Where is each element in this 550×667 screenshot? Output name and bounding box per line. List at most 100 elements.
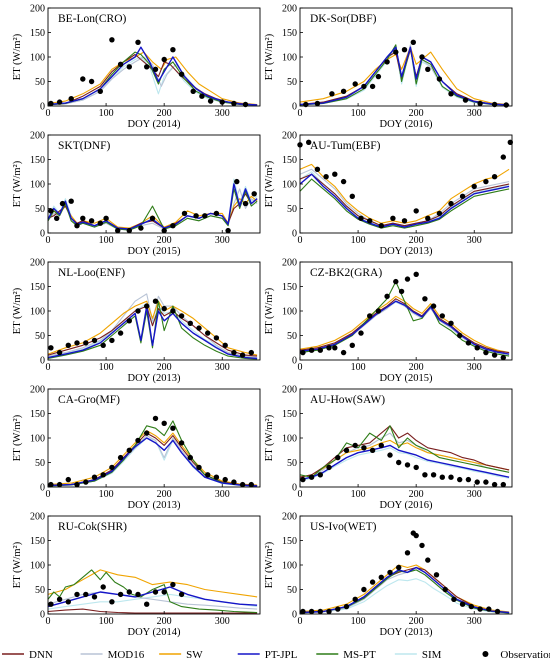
x-tick-label: 200 xyxy=(409,616,424,627)
x-tick-label: 300 xyxy=(467,235,482,246)
legend-label: DNN xyxy=(29,649,53,661)
observation-point xyxy=(335,606,341,612)
observation-point xyxy=(213,335,220,341)
subplot-10: 0 100 200 300 0 50 100 150 200 US-Ivo(WET) DOY (20… xyxy=(264,512,513,638)
observation-point xyxy=(465,476,472,483)
observation-point xyxy=(378,574,384,580)
y-tick-label: 100 xyxy=(282,434,297,445)
observation-point xyxy=(430,303,437,309)
x-tick-label: 300 xyxy=(467,616,482,627)
legend-marker-observations xyxy=(482,651,489,657)
y-tick-label: 150 xyxy=(282,28,297,39)
y-tick-label: 200 xyxy=(282,512,297,523)
y-tick-label: 150 xyxy=(282,409,297,420)
observation-point xyxy=(439,313,445,319)
observation-point xyxy=(491,481,498,488)
observation-point xyxy=(352,81,358,87)
observation-point xyxy=(234,178,240,185)
series-line-sw xyxy=(299,295,510,354)
observation-point xyxy=(152,415,159,422)
observation-point xyxy=(361,83,367,90)
subplot-title: NL-Loo(ENF) xyxy=(58,267,125,279)
y-tick-label: 150 xyxy=(30,282,45,293)
series-line-mod16 xyxy=(47,293,258,359)
observation-point xyxy=(448,320,454,326)
y-tick-label: 150 xyxy=(30,28,45,39)
series-line-dnn xyxy=(299,173,510,227)
observation-point xyxy=(474,345,480,351)
series-line-dnn xyxy=(299,49,510,106)
observation-point xyxy=(135,308,141,314)
series-line-dnn xyxy=(299,298,510,354)
observation-point xyxy=(349,193,355,199)
observation-point xyxy=(369,83,376,90)
series-line-mod16 xyxy=(47,591,258,610)
x-tick-label: 300 xyxy=(467,108,482,119)
observation-point xyxy=(170,425,176,431)
observation-point xyxy=(196,325,202,331)
x-axis-label: DOY (2016) xyxy=(380,119,433,130)
y-axis-label: ET (W/m²) xyxy=(12,33,23,80)
observation-point xyxy=(419,54,425,60)
y-tick-label: 200 xyxy=(30,512,45,523)
y-tick-label: 50 xyxy=(287,77,297,88)
x-tick-label: 300 xyxy=(215,616,230,627)
observation-point xyxy=(248,349,254,356)
observation-point xyxy=(59,200,66,207)
observation-point xyxy=(483,178,489,185)
observation-point xyxy=(396,459,402,466)
observation-point xyxy=(308,347,315,353)
observation-point xyxy=(436,76,443,82)
observation-point xyxy=(91,474,98,480)
observation-point xyxy=(83,340,89,346)
observation-point xyxy=(109,599,115,605)
observation-point xyxy=(422,472,428,478)
x-tick-label: 0 xyxy=(46,235,51,246)
observation-point xyxy=(248,481,254,488)
observation-point xyxy=(332,345,338,351)
x-tick-label: 100 xyxy=(99,235,114,246)
observation-point xyxy=(384,293,390,299)
series-line-sim xyxy=(299,578,510,614)
observation-point xyxy=(361,586,367,593)
observation-point xyxy=(80,76,86,82)
observation-point xyxy=(393,278,399,285)
y-tick-label: 0 xyxy=(40,356,45,367)
observation-point xyxy=(500,481,506,488)
observation-point xyxy=(126,64,132,70)
observation-point xyxy=(56,596,63,602)
x-tick-label: 0 xyxy=(298,489,303,500)
observation-point xyxy=(88,218,95,224)
legend-label: SIM xyxy=(422,649,442,661)
observation-point xyxy=(48,100,54,107)
observation-point xyxy=(491,352,498,358)
series-line-pt-jpl xyxy=(299,46,510,106)
observation-point xyxy=(430,472,437,478)
subplot-title: SKT(DNF) xyxy=(58,140,111,152)
observation-point xyxy=(448,474,454,480)
observation-point xyxy=(48,345,54,351)
y-axis-label: ET (W/m²) xyxy=(12,414,23,461)
observation-point xyxy=(97,88,104,95)
observation-point xyxy=(202,213,208,219)
observation-point xyxy=(352,596,358,602)
y-tick-label: 50 xyxy=(287,458,297,469)
y-tick-label: 0 xyxy=(292,356,297,367)
y-tick-label: 0 xyxy=(40,229,45,240)
x-tick-label: 0 xyxy=(46,616,51,627)
observation-point xyxy=(65,476,72,483)
observation-point xyxy=(161,305,167,312)
observation-point xyxy=(74,340,80,346)
observation-point xyxy=(387,569,393,576)
subplot-4: 0 100 200 300 0 50 100 150 200 AU-Tum(EBF) DOY (20… xyxy=(264,131,513,257)
observation-point xyxy=(471,183,477,190)
observation-point xyxy=(474,479,480,485)
observation-point xyxy=(65,599,72,605)
observation-point xyxy=(91,337,98,344)
observation-point xyxy=(103,215,109,221)
series-line-pt-jpl xyxy=(299,300,510,355)
y-tick-label: 200 xyxy=(30,4,45,15)
x-tick-label: 100 xyxy=(351,362,366,373)
x-tick-label: 300 xyxy=(467,489,482,500)
observation-point xyxy=(343,603,350,610)
